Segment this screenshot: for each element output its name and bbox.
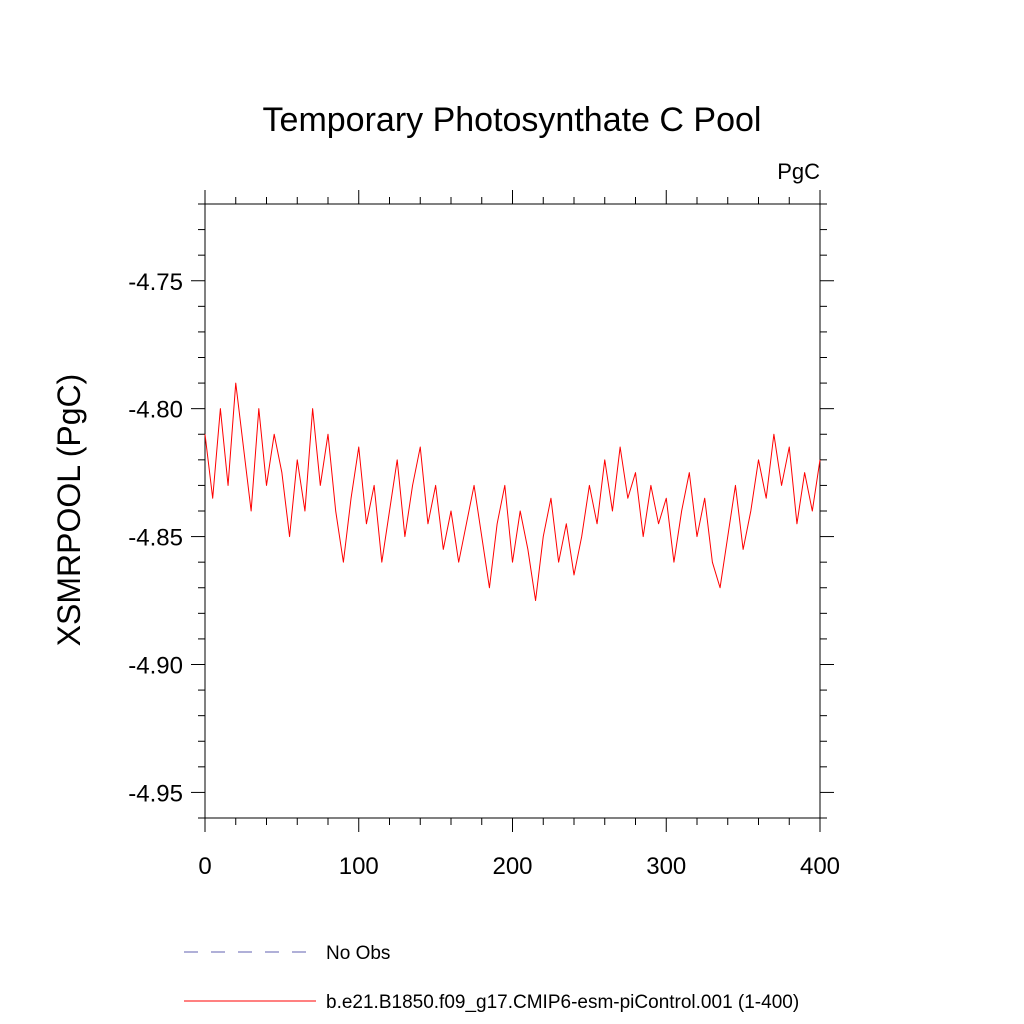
plot-area	[204, 382, 821, 602]
y-axis-label: XSMRPOOL (PgC)	[51, 374, 87, 647]
legend-label-no-obs: No Obs	[326, 943, 390, 964]
y-tick-label: -4.85	[128, 525, 183, 552]
legend-label-model: b.e21.B1850.f09_g17.CMIP6-esm-piControl.…	[326, 992, 799, 1013]
y-tick-label: -4.75	[128, 269, 183, 296]
series-line-model	[204, 382, 821, 602]
x-tick-label: 0	[198, 853, 211, 880]
legend: No Obs b.e21.B1850.f09_g17.CMIP6-esm-piC…	[184, 943, 799, 1013]
axes: 0 100 200 300 400 -4.95 -4.90 -4.85 -4.80 -4.75	[128, 190, 840, 880]
chart-title: Temporary Photosynthate C Pool	[263, 101, 762, 139]
x-tick-label: 200	[492, 853, 532, 880]
x-tick-label: 300	[646, 853, 686, 880]
y-tick-label: -4.95	[128, 780, 183, 807]
y-tick-label: -4.80	[128, 397, 183, 424]
x-tick-label: 100	[339, 853, 379, 880]
y-tick-label: -4.90	[128, 653, 183, 680]
x-tick-label: 400	[800, 853, 840, 880]
units-label: PgC	[777, 159, 820, 184]
plot-frame	[204, 203, 821, 819]
